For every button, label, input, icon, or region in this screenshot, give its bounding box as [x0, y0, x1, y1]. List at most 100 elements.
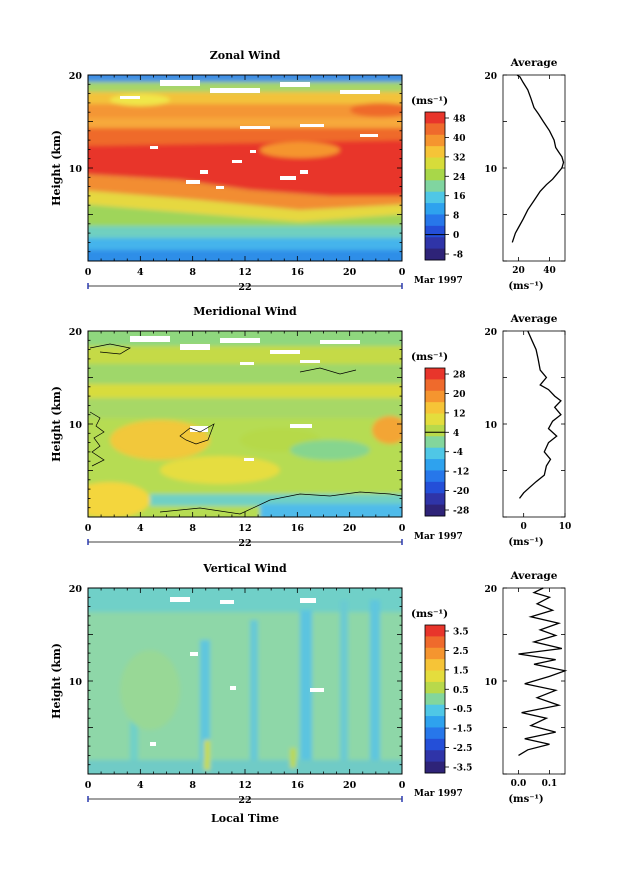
x-tick-label: 0	[85, 523, 92, 534]
colorbar-segment	[425, 470, 445, 483]
colorbar-segment	[425, 424, 445, 437]
colorbar-segment	[425, 134, 445, 147]
colorbar-tick-label: 20	[453, 390, 466, 400]
colorbar-segment	[425, 146, 445, 158]
x-tick-label: 0.1	[542, 779, 558, 789]
x-tick-label: 0	[399, 780, 406, 791]
x-tick-label: 40	[543, 266, 556, 276]
x-tick-label: 20	[343, 780, 357, 791]
colorbar-segment	[425, 750, 445, 763]
x-tick-label: 8	[189, 267, 196, 278]
x-tick-label: 8	[189, 780, 196, 791]
colorbar-segment	[425, 413, 445, 426]
colorbar-segment	[425, 636, 445, 649]
colorbar-tick-label: 4	[453, 429, 459, 439]
colorbar-tick-label: 2.5	[453, 647, 469, 657]
colorbar-segment	[425, 670, 445, 683]
y-tick-label: 20	[484, 585, 497, 595]
heatmap-meridional	[88, 331, 402, 517]
day-label: 22	[238, 795, 251, 806]
average-frame	[502, 330, 566, 518]
colorbar-tick-label: 8	[453, 212, 459, 222]
colorbar-segment	[425, 625, 445, 637]
colorbar-tick-label: -4	[453, 448, 463, 458]
colorbar-segment	[425, 504, 445, 517]
colorbar-tick-label: -1.5	[453, 725, 472, 735]
x-tick-label: 8	[189, 523, 196, 534]
colorbar-tick-label: 3.5	[453, 628, 469, 638]
colorbar-segment	[425, 390, 445, 403]
colorbar-tick-label: -3.5	[453, 764, 472, 774]
x-tick-label: 4	[137, 267, 144, 278]
date-label: Mar 1997	[414, 789, 463, 799]
y-tick-label: 10	[69, 677, 83, 688]
average-profile-line	[511, 74, 565, 243]
colorbar-segment	[425, 123, 445, 136]
panel-title: Vertical Wind	[202, 562, 287, 575]
x-tick-label: 4	[137, 780, 144, 791]
colorbar-tick-label: 1.5	[453, 666, 469, 676]
colorbar-tick-label: -12	[453, 468, 469, 478]
y-tick-label: 20	[69, 71, 83, 82]
colorbar-tick-label: 12	[453, 409, 466, 419]
colorbar-label: (ms⁻¹)	[411, 95, 448, 107]
colorbar-segment	[425, 704, 445, 717]
x-tick-label: 0	[85, 780, 92, 791]
y-axis-label: Height (km)	[50, 643, 63, 719]
y-tick-label: 20	[69, 327, 83, 338]
colorbar-frame	[424, 367, 446, 517]
colorbar-frame	[424, 624, 446, 774]
colorbar-segment	[425, 738, 445, 751]
colorbar-segment	[425, 681, 445, 694]
average-x-label: (ms⁻¹)	[508, 794, 543, 805]
colorbar-segment	[425, 647, 445, 660]
colorbar-segment	[425, 716, 445, 728]
y-tick-label: 20	[484, 72, 497, 82]
x-tick-label: 12	[238, 267, 251, 278]
colorbar-segment	[425, 237, 445, 250]
y-axis-label: Height (km)	[50, 130, 63, 206]
average-x-label: (ms⁻¹)	[508, 281, 543, 292]
colorbar-segment	[425, 168, 445, 181]
colorbar-segment	[425, 493, 445, 506]
colorbar-label: (ms⁻¹)	[411, 351, 448, 363]
day-label: 22	[238, 538, 251, 549]
y-tick-label: 10	[69, 164, 83, 175]
colorbar-segment	[425, 157, 445, 170]
colorbar-tick-label: 0.5	[453, 686, 469, 696]
heatmap-zonal	[88, 75, 402, 261]
colorbar-tick-label: 32	[453, 153, 466, 163]
x-tick-label: 0	[399, 267, 406, 278]
date-label: Mar 1997	[414, 532, 463, 542]
colorbar-segment	[425, 447, 445, 460]
colorbar-segment	[425, 180, 445, 193]
colorbar-segment	[425, 191, 445, 204]
y-tick-label: 20	[69, 584, 83, 595]
x-tick-label: 10	[559, 522, 572, 532]
average-x-label: (ms⁻¹)	[508, 537, 543, 548]
y-tick-label: 10	[484, 678, 497, 688]
colorbar-tick-label: -28	[453, 507, 469, 517]
x-tick-label: 0	[521, 522, 527, 532]
y-tick-label: 10	[69, 420, 83, 431]
colorbar-tick-label: 0	[453, 231, 459, 241]
day-label: 22	[238, 282, 251, 293]
x-axis-label: Local Time	[211, 812, 279, 825]
colorbar-segment	[425, 203, 445, 215]
x-tick-label: 20	[343, 267, 357, 278]
colorbar-tick-label: 28	[453, 371, 466, 381]
colorbar-tick-label: 40	[453, 134, 466, 144]
colorbar-segment	[425, 368, 445, 380]
panel-title: Zonal Wind	[210, 49, 281, 62]
colorbar-tick-label: -2.5	[453, 744, 472, 754]
colorbar-segment	[425, 379, 445, 392]
panel-vertical: Vertical Wind	[50, 562, 403, 775]
colorbar-segment	[425, 214, 445, 227]
x-tick-label: 0	[399, 523, 406, 534]
colorbar-segment	[425, 436, 445, 449]
average-title: Average	[510, 570, 558, 582]
colorbar-segment	[425, 225, 445, 238]
y-tick-label: 10	[484, 165, 497, 175]
